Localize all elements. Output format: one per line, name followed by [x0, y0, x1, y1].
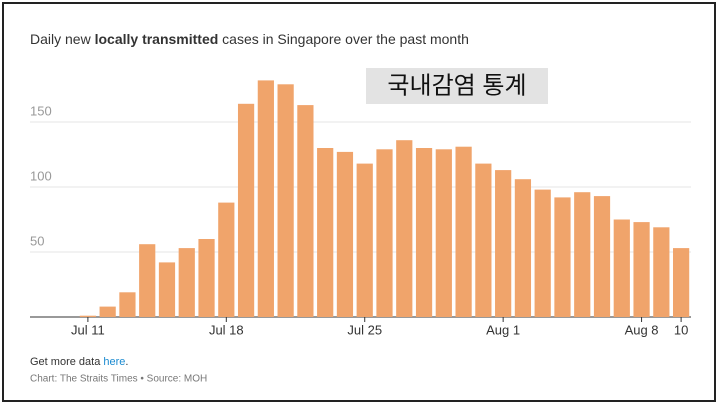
title-part: Daily new: [30, 31, 95, 47]
bar: [415, 148, 433, 317]
footer: Get more data here.: [30, 356, 128, 368]
bar: [198, 239, 215, 317]
y-tick-label: 150: [30, 103, 52, 118]
bar: [574, 192, 591, 317]
overlay-box: [366, 68, 548, 104]
bar: [317, 148, 334, 317]
bar: [613, 219, 630, 317]
bar: [79, 315, 96, 317]
bar: [475, 163, 492, 317]
x-tick-label: Aug 8: [625, 322, 659, 337]
x-tick-label: Aug 1: [486, 322, 520, 337]
bar: [653, 227, 670, 317]
bar: [376, 149, 393, 317]
bar: [336, 151, 354, 317]
overlay-text: 국내감염 통계: [387, 72, 526, 99]
footer-link[interactable]: here: [103, 356, 125, 368]
bar: [554, 197, 571, 317]
bar: [178, 248, 195, 317]
bar: [218, 202, 235, 317]
bar: [514, 179, 532, 317]
footer-text: Get more data: [30, 356, 103, 368]
bar: [633, 222, 650, 317]
y-tick-label: 100: [30, 168, 52, 183]
x-tick-label: Jul 11: [71, 322, 105, 337]
bar: [593, 196, 611, 317]
bar: [257, 80, 274, 318]
bar: [495, 170, 512, 317]
y-tick-label: 50: [30, 233, 44, 248]
x-tick-label: Jul 18: [209, 322, 244, 337]
x-tick-label: 10: [674, 322, 688, 337]
title-part: cases in Singapore over the past month: [218, 31, 469, 47]
bar: [158, 262, 176, 317]
bar: [119, 292, 136, 317]
bar: [356, 163, 373, 317]
title-bold: locally transmitted: [95, 31, 219, 47]
bar: [455, 146, 472, 317]
bar: [99, 306, 116, 317]
bar: [435, 149, 452, 317]
x-tick-label: Jul 25: [347, 322, 382, 337]
chart-title: Daily new locally transmitted cases in S…: [30, 31, 469, 47]
bar: [277, 84, 294, 317]
bar: [297, 105, 314, 317]
source: Chart: The Straits Times • Source: MOH: [30, 374, 207, 385]
bar: [534, 189, 551, 317]
bar: [237, 103, 255, 317]
bar: [139, 244, 156, 317]
footer-text: .: [125, 356, 128, 368]
bar: [673, 248, 690, 317]
bar: [396, 140, 413, 317]
